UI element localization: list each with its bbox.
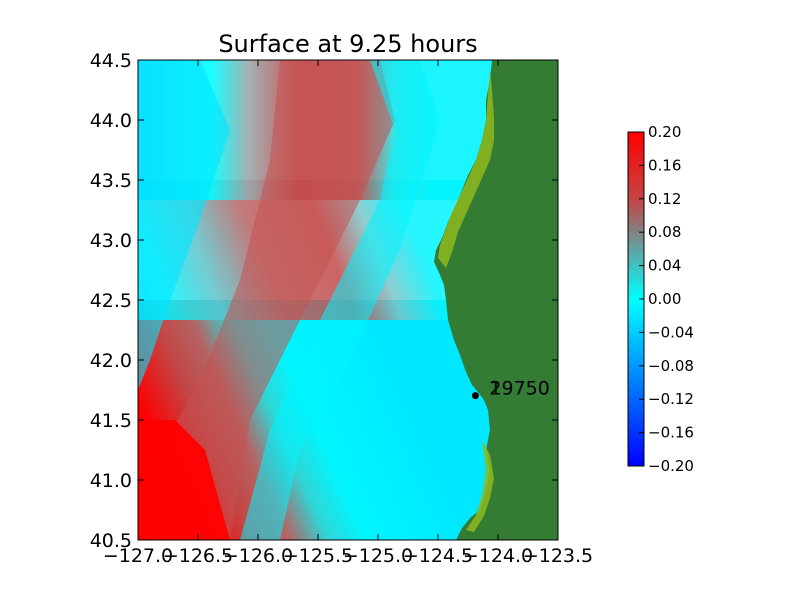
y-tick-label: 43.5 xyxy=(90,170,132,192)
x-tick-label: −125.0 xyxy=(343,545,413,567)
colorbar-tick-label: 0.00 xyxy=(648,290,681,308)
y-tick-label: 41.0 xyxy=(90,470,132,492)
colorbar-ticks: −0.20 −0.16 −0.12 −0.08 −0.04 0.00 0.04 0.08 0.1… xyxy=(639,123,694,475)
x-axis: −127.0−126.5−126.0−125.5−125.0−124.5−124… xyxy=(103,60,593,567)
y-tick-label: 42.0 xyxy=(90,350,132,372)
x-tick-label: −126.5 xyxy=(163,545,233,567)
y-tick-label: 44.0 xyxy=(90,110,132,132)
x-tick-label: −123.5 xyxy=(523,545,593,567)
x-tick-label: −125.5 xyxy=(283,545,353,567)
colorbar-tick-label: −0.16 xyxy=(648,424,694,442)
wave-crest-band xyxy=(150,60,395,540)
land-mass xyxy=(434,60,558,540)
trough-band xyxy=(240,60,440,540)
colorbar-tick-label: 0.04 xyxy=(648,257,681,275)
wave-peak-red xyxy=(138,420,230,540)
y-axis: 40.5 41.0 41.5 42.0 42.5 43.0 43.5 44.0 44.5 xyxy=(90,50,558,552)
x-tick-label: −127.0 xyxy=(103,545,173,567)
offshore-band-left xyxy=(138,60,230,390)
coastal-fringe xyxy=(438,70,494,532)
colorbar-tick-label: −0.04 xyxy=(648,323,694,341)
colorbar-tick-label: 0.16 xyxy=(648,156,681,174)
gauge-label: 2 xyxy=(489,378,501,400)
colorbar-tick-label: 0.20 xyxy=(648,123,681,141)
y-tick-label: 43.0 xyxy=(90,230,132,252)
gauge-point xyxy=(471,392,479,400)
y-tick-label: 41.5 xyxy=(90,410,132,432)
gauge-label: 19750 xyxy=(489,378,549,400)
y-tick-label: 44.5 xyxy=(90,50,132,72)
colorbar-tick-label: 0.12 xyxy=(648,190,681,208)
colorbar-tick-label: −0.08 xyxy=(648,357,694,375)
x-tick-label: −126.0 xyxy=(223,545,293,567)
y-tick-label: 42.5 xyxy=(90,290,132,312)
x-tick-label: −124.5 xyxy=(403,545,473,567)
chart-title: Surface at 9.25 hours xyxy=(218,30,477,58)
colorbar-tick-label: 0.08 xyxy=(648,223,681,241)
colorbar-tick-label: −0.12 xyxy=(648,390,694,408)
colorbar: −0.20 −0.16 −0.12 −0.08 −0.04 0.00 0.04 0.08 0.1… xyxy=(627,123,694,475)
plot-area xyxy=(138,60,558,540)
x-tick-label: −124.0 xyxy=(463,545,533,567)
colorbar-tick-label: −0.20 xyxy=(648,457,694,475)
y-tick-label: 40.5 xyxy=(90,530,132,552)
